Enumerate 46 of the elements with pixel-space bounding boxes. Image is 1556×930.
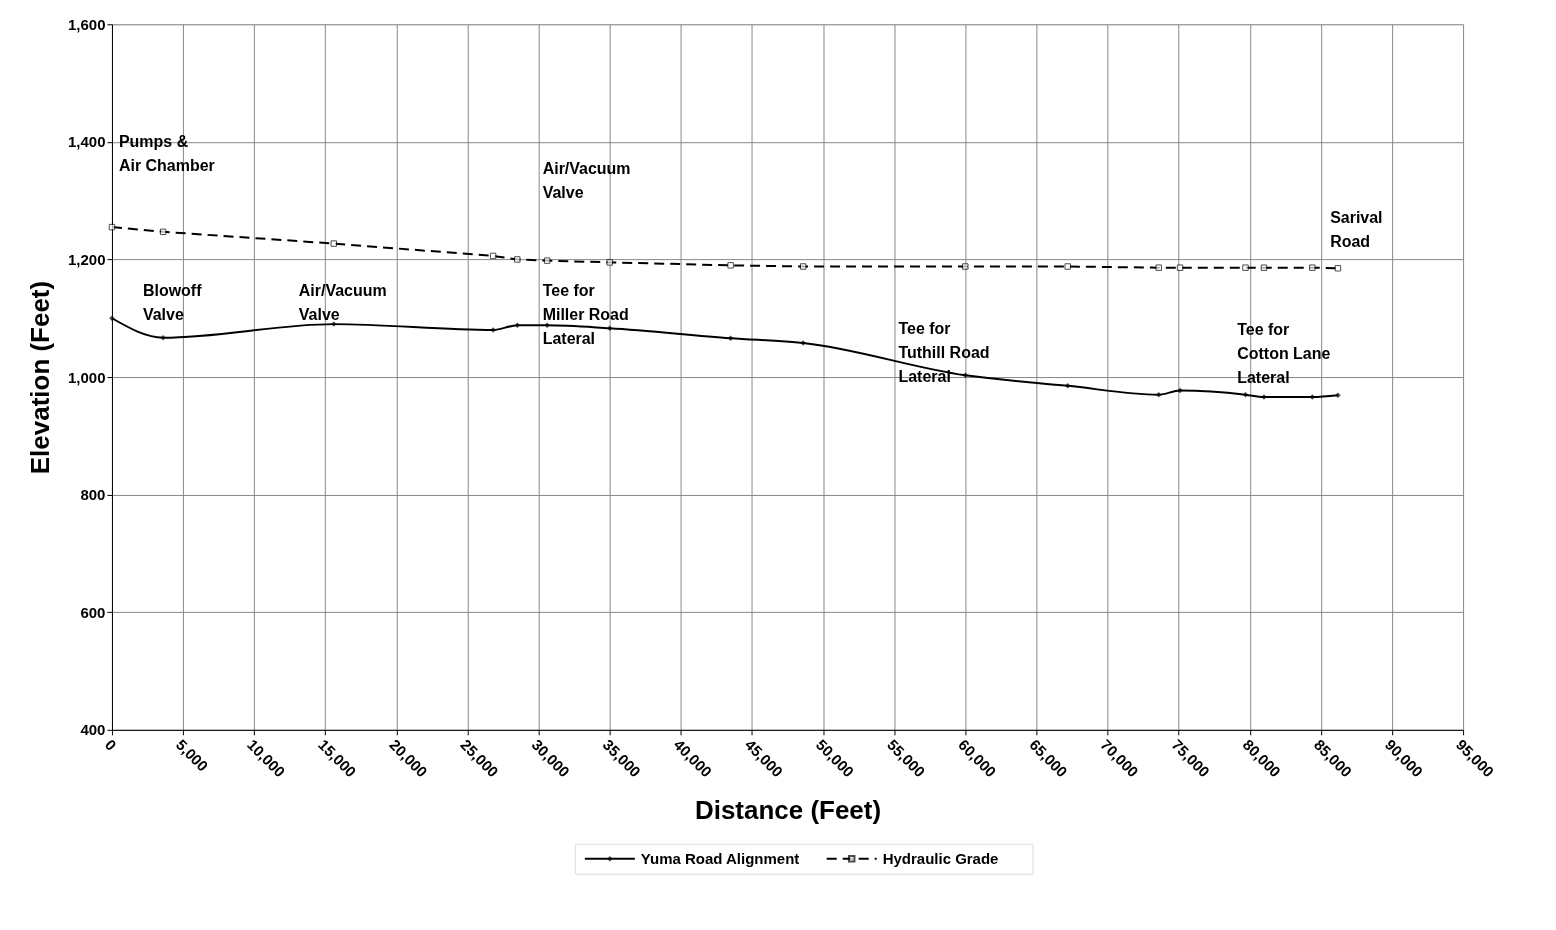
point (543, 257, 551, 264)
point (331, 321, 337, 327)
point (1177, 387, 1183, 394)
point (1335, 392, 1341, 398)
point (607, 325, 613, 331)
y-tick-label: 1,600 (67, 15, 106, 33)
point (544, 322, 550, 329)
y-tick-label: 800 (80, 486, 106, 504)
point (727, 262, 734, 269)
annotation: Tee for Miller Road Lateral (542, 282, 629, 348)
y-tick-label: 1,400 (67, 133, 106, 151)
point (606, 259, 613, 266)
point (727, 335, 734, 341)
point (1242, 264, 1249, 271)
point (799, 263, 807, 270)
annotation: Tee for Cotton Lane Lateral (1237, 321, 1331, 387)
annotation: Sarival Road (1330, 209, 1383, 251)
annotation: Air/Vacuum Valve (542, 160, 631, 202)
legend-label: Yuma Road Alignment (640, 849, 800, 867)
point (1334, 265, 1342, 272)
point (159, 228, 167, 236)
y-tick-label: 1,200 (67, 250, 106, 268)
point (109, 315, 115, 321)
point (1064, 263, 1071, 270)
point (1309, 264, 1316, 271)
point (489, 252, 497, 260)
annotation: Tee for Tuthill Road Lateral (898, 320, 990, 386)
point (1155, 264, 1162, 271)
point (1064, 383, 1071, 389)
point (514, 256, 521, 263)
annotation: Air/Vacuum Valve (298, 282, 387, 324)
point (1155, 391, 1162, 398)
point (160, 334, 166, 341)
point (330, 240, 338, 247)
y-tick-label: 1,000 (67, 368, 106, 386)
y-tick-label: 600 (80, 603, 106, 621)
point (514, 322, 521, 329)
y-axis-title: Elevation (Feet) (24, 280, 55, 475)
annotation: Blowoff Valve (142, 282, 203, 324)
annotation: Pumps & Air Chamber (118, 133, 215, 175)
point (962, 372, 969, 379)
point (1176, 264, 1184, 271)
point (1260, 264, 1268, 271)
legend-label: Hydraulic Grade (882, 849, 999, 867)
x-axis-title: Distance (Feet) (694, 795, 882, 826)
point (962, 263, 969, 270)
